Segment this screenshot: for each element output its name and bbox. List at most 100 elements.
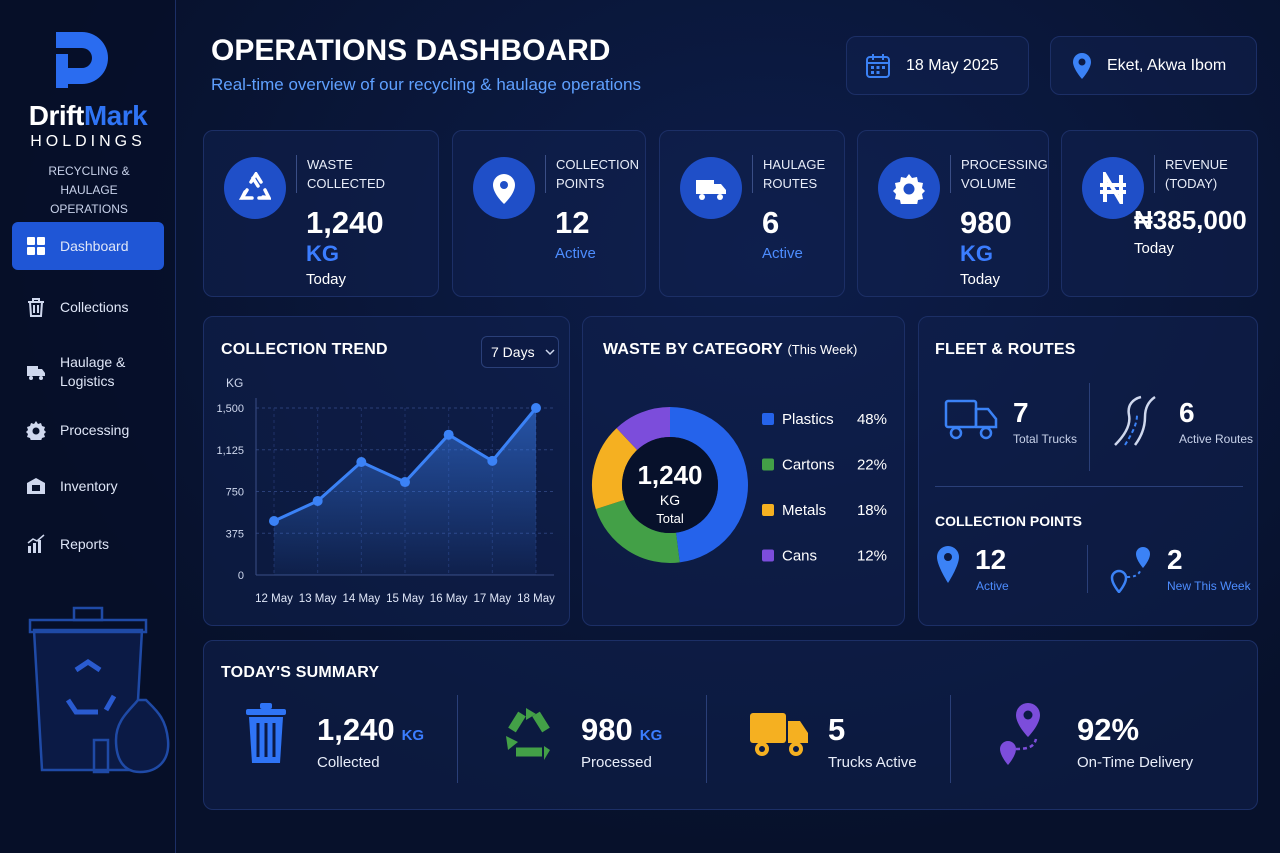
summary-icon xyxy=(1000,703,1040,765)
nav-item[interactable]: Reports xyxy=(12,520,164,568)
date-picker[interactable]: 18 May 2025 xyxy=(846,36,1029,95)
kpi-text: HAULAGE ROUTES 6 Active xyxy=(752,155,838,262)
summary-value: 980 xyxy=(581,712,633,747)
kpi-card: PROCESSING VOLUME 980 KG Today xyxy=(857,130,1049,297)
divider xyxy=(457,695,458,783)
panel-title-group: WASTE BY CATEGORY (This Week) xyxy=(603,341,857,359)
donut-center-value: 1,240 xyxy=(637,460,702,490)
kpi-card: COLLECTION POINTS 12 Active xyxy=(452,130,646,297)
kpi-icon xyxy=(893,174,925,204)
logo-mark xyxy=(56,32,108,88)
x-tick-label: 13 May xyxy=(299,593,337,605)
y-tick-label: 375 xyxy=(226,528,244,540)
kpi-value: 6 xyxy=(762,205,780,240)
legend-label: Plastics xyxy=(782,411,834,428)
donut-segment xyxy=(592,428,638,510)
fleet-panel: FLEET & ROUTES 7 Total Trucks 6 Active R… xyxy=(918,316,1258,626)
panel-title: TODAY'S SUMMARY xyxy=(221,664,380,681)
line-chart: KG 0 375 750 1,125 1,500 12 May 13 May 14 May 15 … xyxy=(216,376,555,605)
stat-value: 7 xyxy=(1013,397,1029,428)
panel-subtitle: (This Week) xyxy=(787,342,858,357)
x-tick-label: 14 May xyxy=(342,593,380,605)
divider xyxy=(1089,383,1090,471)
divider xyxy=(950,695,951,783)
chevron xyxy=(545,349,555,356)
nav-item[interactable]: Dashboard xyxy=(12,222,164,270)
kpi-card: REVENUE (TODAY) ₦385,000 Today xyxy=(1061,130,1258,297)
legend-swatch xyxy=(762,413,774,425)
section-title: COLLECTION POINTS xyxy=(935,513,1082,529)
legend-swatch xyxy=(762,549,774,562)
nav-item[interactable]: Haulage & Logistics xyxy=(12,348,164,396)
kpi-value: 1,240 xyxy=(306,205,384,240)
nav-item[interactable]: Processing xyxy=(12,406,164,454)
summary-panel: TODAY'S SUMMARY 1,240 KG Collected 980 KG Pro… xyxy=(203,640,1258,810)
summary-value: 5 xyxy=(828,712,846,747)
stat-value: 2 xyxy=(1167,544,1183,575)
x-tick-label: 16 May xyxy=(430,593,468,605)
summary-unit: KG xyxy=(401,727,425,744)
range-dropdown[interactable]: 7 Days xyxy=(481,336,559,368)
nav-icon xyxy=(27,534,45,553)
brand-part: Drift xyxy=(28,100,85,131)
x-tick-label: 12 May xyxy=(255,593,293,605)
nav-icon xyxy=(26,421,46,440)
legend-label: Cans xyxy=(782,548,817,565)
summary-label: On-Time Delivery xyxy=(1077,754,1194,771)
trend-point xyxy=(356,456,367,467)
y-axis-label: KG xyxy=(226,376,243,390)
summary-value-row: 1,240 KG xyxy=(317,712,424,748)
nav-item[interactable]: Inventory xyxy=(12,462,164,510)
kpi-icon xyxy=(239,172,271,200)
nav-icon xyxy=(27,237,45,255)
summary-label: Collected xyxy=(317,754,380,771)
summary-value: 92% xyxy=(1077,712,1140,747)
y-tick-label: 1,500 xyxy=(216,403,244,415)
pin-icon xyxy=(1073,52,1091,79)
kpi-note: Active xyxy=(555,245,596,262)
calendar-icon xyxy=(866,53,890,78)
kpi-note: Today xyxy=(306,271,347,288)
trend-panel: COLLECTION TREND 7 Days KG 0 375 750 1,125 1,… xyxy=(203,316,570,626)
brand-sub: HOLDINGS xyxy=(30,133,146,150)
trend-point xyxy=(312,495,323,506)
page-title: OPERATIONS DASHBOARD xyxy=(211,34,611,67)
summary-value-row: 92% xyxy=(1077,712,1139,748)
trend-point xyxy=(400,477,410,488)
kpi-icon-circle xyxy=(878,157,940,219)
x-tick-label: 18 May xyxy=(517,593,555,605)
summary-value: 1,240 xyxy=(317,712,395,747)
kpi-icon-circle xyxy=(1082,157,1144,219)
summary-label: Processed xyxy=(581,754,652,771)
y-tick-label: 1,125 xyxy=(216,445,244,457)
kpi-text: PROCESSING VOLUME 980 KG Today xyxy=(950,155,1048,288)
kpi-value: 12 xyxy=(555,205,590,240)
kpi-label: COLLECTION POINTS xyxy=(545,155,639,193)
kpi-label: REVENUE (TODAY) xyxy=(1154,155,1251,193)
kpi-card: WASTE COLLECTED 1,240 KG Today xyxy=(203,130,439,297)
trend-point xyxy=(487,455,498,466)
location-picker[interactable]: Eket, Akwa Ibom xyxy=(1050,36,1257,95)
nav-icon xyxy=(27,366,45,380)
legend-label: Cartons xyxy=(782,457,835,474)
donut-center-label: Total xyxy=(656,511,684,526)
legend-swatch xyxy=(762,504,774,516)
donut-segment xyxy=(616,407,671,451)
kpi-value: ₦385,000 xyxy=(1134,205,1247,235)
summary-value-row: 5 xyxy=(828,712,845,748)
kpi-note: Today xyxy=(1134,240,1175,257)
nav-label: Reports xyxy=(60,535,110,552)
kpi-value: 980 xyxy=(960,205,1012,240)
kpi-label: PROCESSING VOLUME xyxy=(950,155,1048,193)
panel-title: WASTE BY CATEGORY xyxy=(603,341,784,358)
sidebar: DriftMark HOLDINGS RECYCLING & HAULAGE O… xyxy=(0,0,176,853)
stat-label: Active xyxy=(976,579,1009,593)
nav-item[interactable]: Collections xyxy=(12,283,164,331)
stat-label: Active Routes xyxy=(1179,432,1254,446)
donut-center-unit: KG xyxy=(660,492,680,508)
x-tick-label: 17 May xyxy=(473,593,511,605)
donut-hole xyxy=(622,437,718,533)
legend-swatch xyxy=(762,458,774,471)
